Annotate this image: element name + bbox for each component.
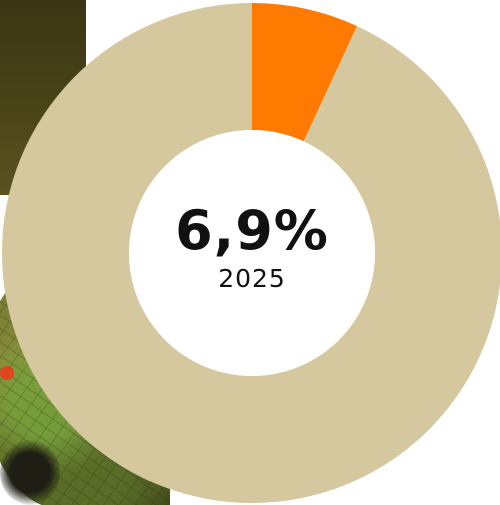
leaf-spot xyxy=(0,366,14,380)
remainder-slice xyxy=(2,3,500,503)
donut-hole xyxy=(129,130,375,376)
share-slice xyxy=(252,3,358,142)
donut-center-label: 6,9% 2025 xyxy=(130,200,374,294)
year-label: 2025 xyxy=(218,264,286,293)
share-value: 6,9% xyxy=(175,199,329,262)
photo-shadow xyxy=(0,440,60,505)
